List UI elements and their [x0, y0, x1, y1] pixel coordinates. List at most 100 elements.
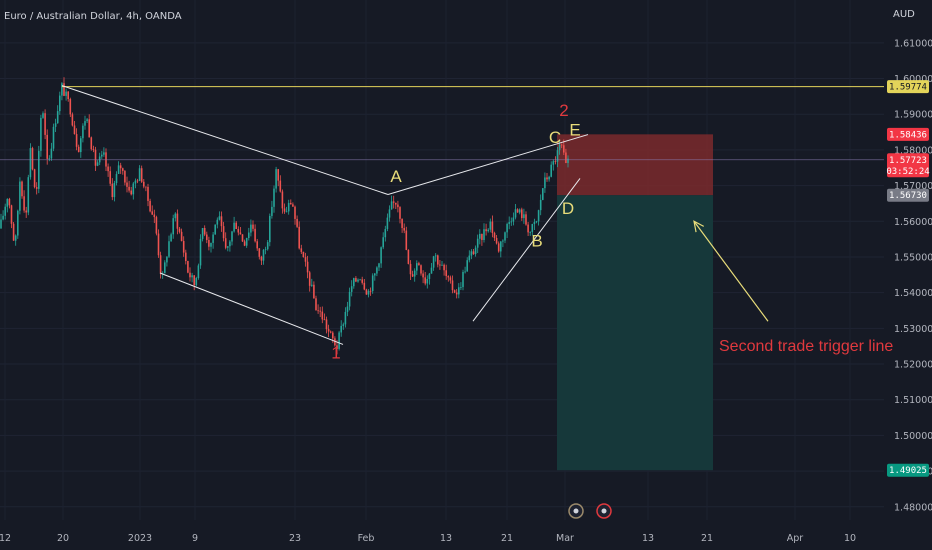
candle-183 [384, 225, 387, 242]
candle-179 [376, 266, 378, 277]
candle-40 [84, 115, 86, 130]
candle-86 [180, 228, 183, 242]
candle-51 [107, 163, 109, 177]
candle-32 [67, 91, 69, 102]
candle-235 [493, 231, 496, 241]
y-tick-label-9: 1.52000 [894, 360, 932, 371]
candle-107 [224, 232, 227, 250]
candle-194 [407, 249, 410, 265]
candle-78 [164, 260, 166, 274]
candle-199 [418, 261, 420, 266]
candle-1 [2, 210, 4, 221]
candle-89 [187, 260, 189, 274]
candle-267 [560, 143, 563, 149]
wave-label-C: C [549, 128, 561, 147]
event-icon-1[interactable] [596, 503, 612, 519]
candle-234 [491, 215, 494, 238]
candle-141 [296, 215, 298, 229]
wave-label-2: 2 [559, 101, 568, 120]
candle-206 [432, 255, 435, 271]
event-icon-0[interactable] [568, 503, 584, 519]
candle-188 [395, 202, 397, 210]
candle-242 [508, 216, 510, 230]
x-tick-label-2: 2023 [128, 533, 152, 544]
y-tick-label-10: 1.51000 [894, 395, 932, 406]
candle-140 [294, 205, 296, 225]
candle-69 [145, 186, 147, 192]
candle-270 [567, 155, 569, 168]
wave-label-A: A [390, 167, 402, 186]
candle-150 [315, 295, 317, 311]
candle-198 [416, 260, 418, 275]
x-tick-label-10: 21 [701, 533, 713, 544]
candle-35 [73, 120, 76, 135]
candle-103 [216, 217, 219, 229]
candle-175 [367, 289, 370, 298]
candle-97 [203, 225, 206, 237]
candle-9 [19, 177, 21, 215]
candle-130 [273, 185, 275, 213]
candle-28 [59, 91, 61, 115]
stop-loss-zone [557, 134, 713, 196]
price-badge-label: 1.59774 [889, 83, 927, 93]
candle-221 [464, 266, 466, 274]
horizontal-levels [0, 86, 884, 161]
y-tick-label-5: 1.56000 [894, 217, 932, 228]
candle-65 [136, 178, 139, 184]
candle-230 [483, 223, 485, 243]
candle-101 [212, 232, 214, 249]
event-icons[interactable] [568, 503, 612, 519]
candle-189 [397, 200, 399, 213]
time-axis[interactable]: 12 20 2023 9 23 Feb 13 21 Mar 13 21 Apr 10 [0, 533, 856, 544]
candle-8 [17, 209, 19, 239]
candle-148 [311, 278, 313, 287]
candle-121 [254, 224, 256, 243]
candle-37 [77, 144, 80, 153]
candle-41 [86, 117, 88, 123]
candle-151 [317, 304, 319, 314]
candle-144 [302, 251, 305, 258]
candle-226 [474, 245, 477, 257]
wave-label-E: E [569, 121, 580, 140]
candle-5 [10, 204, 13, 229]
axis-currency: AUD [893, 9, 915, 20]
candle-184 [386, 213, 389, 232]
trendlines [61, 85, 589, 345]
candle-240 [504, 231, 506, 244]
price-axis[interactable]: 1.61000 1.60000 1.59000 1.58000 1.57000 1.560… [886, 38, 932, 513]
candle-81 [170, 232, 172, 242]
candle-110 [231, 230, 233, 246]
candle-45 [94, 146, 97, 171]
candle-10 [21, 180, 23, 199]
candle-57 [119, 162, 122, 174]
candle-132 [277, 168, 279, 187]
candle-165 [346, 301, 349, 317]
candle-205 [430, 262, 433, 274]
candle-178 [374, 272, 376, 281]
candle-20 [42, 111, 44, 119]
x-tick-label-7: 21 [501, 533, 513, 544]
candle-126 [264, 246, 267, 255]
candle-71 [149, 198, 151, 213]
candle-12 [25, 206, 27, 218]
candle-125 [262, 249, 265, 265]
candle-129 [271, 200, 273, 219]
candle-25 [52, 123, 55, 152]
wave-label-B: B [531, 231, 542, 250]
candle-95 [199, 234, 202, 269]
candle-218 [458, 283, 460, 299]
candle-99 [208, 236, 210, 251]
candle-136 [285, 206, 288, 213]
candle-90 [189, 267, 191, 282]
candle-11 [23, 190, 25, 213]
x-tick-label-12: 10 [844, 533, 856, 544]
x-tick-label-3: 9 [192, 533, 198, 544]
candle-56 [117, 161, 120, 175]
candle-244 [512, 212, 515, 226]
candle-245 [514, 204, 517, 220]
candle-195 [409, 260, 412, 281]
candle-228 [479, 229, 481, 245]
candle-225 [472, 248, 475, 255]
